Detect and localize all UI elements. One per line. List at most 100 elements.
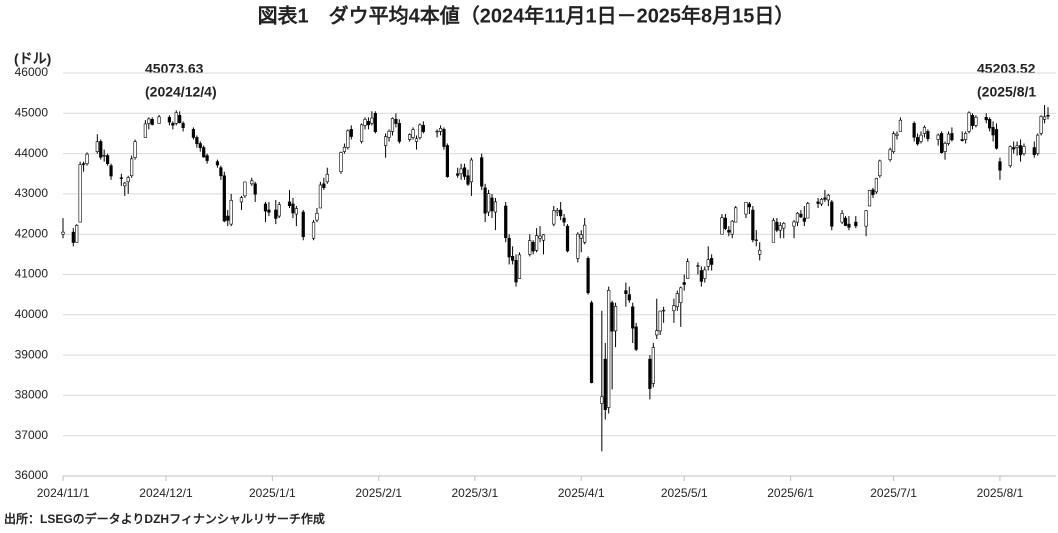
candle-body	[552, 210, 556, 225]
candle-body	[528, 240, 532, 255]
candle-body	[843, 217, 848, 226]
candle-body	[613, 305, 618, 332]
candle-body	[782, 223, 786, 229]
candle-body	[435, 130, 439, 133]
candle-body	[672, 305, 676, 312]
candle-body	[531, 241, 535, 252]
candle-body	[466, 175, 470, 185]
candle-body	[226, 215, 230, 221]
candle-body	[222, 175, 226, 222]
candle-body	[751, 209, 755, 241]
candle-body	[174, 112, 178, 124]
y-tick-label: 46000	[15, 65, 49, 79]
candle-body	[734, 207, 738, 223]
candle-body	[559, 209, 563, 217]
candle-body	[150, 119, 154, 125]
candle-body	[287, 201, 292, 207]
x-tick-label: 2025/6/1	[767, 486, 814, 500]
candle-body	[888, 149, 892, 160]
candle-body	[895, 133, 899, 136]
candle-body	[510, 256, 515, 261]
candle-body	[830, 201, 834, 227]
candle-body	[730, 220, 734, 235]
candle-body	[397, 123, 401, 142]
candle-body	[998, 161, 1002, 171]
candle-body	[565, 225, 570, 252]
candle-body	[133, 141, 137, 158]
candle-body	[658, 310, 662, 332]
candle-body	[679, 287, 683, 304]
candle-body	[202, 147, 206, 158]
candle-body	[847, 223, 851, 228]
candle-body	[384, 136, 388, 146]
candle-body	[747, 203, 752, 208]
candle-body	[274, 209, 278, 219]
candle-body	[967, 112, 971, 132]
candle-body	[675, 293, 679, 308]
candle-body	[514, 260, 518, 283]
candle-body	[541, 234, 546, 241]
x-tick-label: 2025/2/1	[355, 486, 402, 500]
candle-body	[1032, 147, 1036, 155]
candle-body	[1039, 116, 1043, 134]
annotation: 45073.63	[145, 61, 204, 77]
candle-body	[418, 124, 422, 138]
candle-body	[486, 193, 491, 213]
chart-title: 図表1 ダウ平均4本値（2024年11月1日－2025年8月15日）	[258, 3, 795, 27]
candle-body	[414, 138, 419, 142]
candle-body	[1018, 145, 1023, 156]
candle-body	[1015, 145, 1019, 148]
candle-body	[823, 197, 827, 200]
candle-body	[78, 164, 82, 223]
x-tick-label: 2025/5/1	[661, 486, 708, 500]
candle-body	[483, 187, 487, 214]
candle-body	[171, 123, 175, 126]
y-tick-label: 42000	[15, 226, 49, 240]
candle-body	[891, 133, 896, 152]
candle-body	[940, 133, 944, 153]
y-tick-label: 44000	[15, 146, 49, 160]
candle-body	[71, 231, 75, 243]
candle-body	[387, 130, 391, 138]
candle-body	[411, 129, 415, 138]
candle-body	[181, 123, 185, 128]
candle-body	[854, 221, 858, 227]
candle-body	[912, 123, 916, 138]
candle-body	[263, 203, 268, 212]
candle-body	[456, 173, 460, 176]
candle-body	[507, 237, 511, 258]
candle-body	[610, 302, 614, 332]
candle-body	[130, 158, 134, 177]
candle-body	[229, 200, 233, 225]
candle-body	[215, 161, 220, 166]
candle-body	[662, 309, 666, 312]
candle-body	[445, 145, 449, 177]
candle-body	[816, 201, 820, 204]
candle-body	[651, 347, 655, 384]
candle-body	[195, 137, 199, 144]
x-tick-label: 2025/1/1	[249, 486, 296, 500]
y-tick-label: 40000	[15, 307, 49, 321]
candle-body	[631, 306, 635, 329]
candle-body	[775, 221, 779, 231]
candle-body	[758, 249, 762, 255]
candle-body	[699, 270, 703, 282]
candle-body	[696, 265, 700, 267]
annotation: (2025/8/1	[977, 84, 1036, 100]
candle-body	[600, 396, 604, 404]
candle-body	[147, 118, 151, 124]
candle-body	[603, 358, 607, 410]
y-tick-label: 43000	[15, 186, 49, 200]
candle-body	[819, 198, 824, 205]
candle-body	[703, 269, 707, 279]
candle-body	[325, 173, 329, 183]
candle-body	[267, 209, 271, 213]
candle-body	[936, 134, 940, 140]
candle-body	[106, 155, 110, 164]
candle-body	[1012, 147, 1016, 150]
candle-body	[322, 183, 326, 189]
candle-body	[205, 155, 209, 161]
candle-body	[311, 221, 316, 239]
candle-body	[408, 134, 412, 140]
candle-body	[922, 127, 927, 134]
